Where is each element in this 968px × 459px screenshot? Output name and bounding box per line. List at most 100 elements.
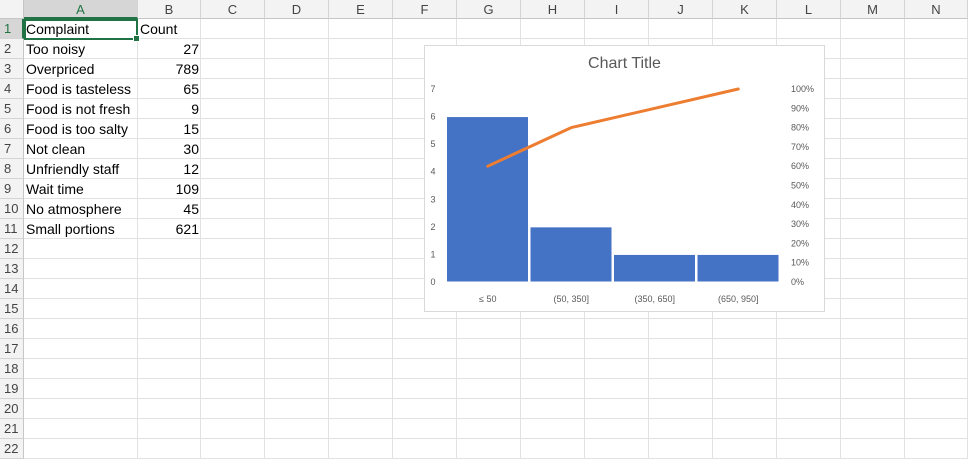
y-left-tick-label: 2 — [430, 222, 435, 232]
y-right-tick-label: 50% — [791, 181, 809, 191]
column-header-n[interactable]: N — [905, 0, 968, 19]
column-header-l[interactable]: L — [777, 0, 841, 19]
cell-complaint[interactable]: Wait time — [26, 181, 84, 197]
x-tick-label: (650, 950] — [718, 294, 759, 304]
histogram-bar[interactable] — [529, 226, 613, 283]
y-right-tick-label: 10% — [791, 258, 809, 268]
y-right-tick-label: 20% — [791, 238, 809, 248]
row-gridline — [24, 398, 968, 399]
row-header-8[interactable]: 8 — [0, 159, 24, 179]
row-gridline — [24, 418, 968, 419]
row-header-10[interactable]: 10 — [0, 199, 24, 219]
histogram-bar[interactable] — [446, 116, 529, 283]
y-left-tick-label: 5 — [430, 139, 435, 149]
row-header-21[interactable]: 21 — [0, 419, 24, 439]
column-header-f[interactable]: F — [393, 0, 457, 19]
cell-count[interactable]: 65 — [183, 81, 199, 97]
x-tick-label: (350, 650] — [634, 294, 675, 304]
cell-complaint[interactable]: Food is tasteless — [26, 81, 132, 97]
row-header-7[interactable]: 7 — [0, 139, 24, 159]
select-all-corner[interactable] — [0, 0, 24, 19]
y-right-tick-label: 60% — [791, 161, 809, 171]
row-header-19[interactable]: 19 — [0, 379, 24, 399]
y-left-tick-label: 6 — [430, 112, 435, 122]
row-header-13[interactable]: 13 — [0, 259, 24, 279]
cell-count[interactable]: 109 — [175, 181, 199, 197]
row-header-12[interactable]: 12 — [0, 239, 24, 259]
y-right-tick-label: 90% — [791, 103, 809, 113]
row-gridline — [24, 318, 968, 319]
row-header-20[interactable]: 20 — [0, 399, 24, 419]
cell-complaint[interactable]: Overpriced — [26, 61, 95, 77]
cell-count[interactable]: 30 — [183, 141, 199, 157]
row-gridline — [24, 438, 968, 439]
active-cell-border — [24, 19, 140, 42]
histogram-bar[interactable] — [696, 253, 780, 283]
cumulative-line[interactable] — [486, 87, 740, 168]
histogram-bar[interactable] — [613, 253, 696, 283]
y-left-tick-label: 0 — [430, 277, 435, 287]
cell-b1-count-header[interactable]: Count — [140, 21, 178, 37]
chart-plot: 012345670%10%20%30%40%50%60%70%80%90%100… — [430, 84, 814, 304]
x-tick-label: ≤ 50 — [479, 294, 496, 304]
column-header-m[interactable]: M — [841, 0, 905, 19]
x-tick-label: (50, 350] — [553, 294, 589, 304]
column-header-a[interactable]: A — [24, 0, 138, 19]
column-header-d[interactable]: D — [265, 0, 329, 19]
row-gridline — [24, 338, 968, 339]
column-header-j[interactable]: J — [649, 0, 713, 19]
row-header-4[interactable]: 4 — [0, 79, 24, 99]
y-right-tick-label: 70% — [791, 142, 809, 152]
y-right-tick-label: 80% — [791, 123, 809, 133]
row-header-22[interactable]: 22 — [0, 439, 24, 459]
y-right-tick-label: 40% — [791, 200, 809, 210]
row-header-11[interactable]: 11 — [0, 219, 24, 239]
y-right-tick-label: 30% — [791, 219, 809, 229]
row-header-15[interactable]: 15 — [0, 299, 24, 319]
row-header-14[interactable]: 14 — [0, 279, 24, 299]
cell-complaint[interactable]: Not clean — [26, 141, 86, 157]
column-header-h[interactable]: H — [521, 0, 585, 19]
cell-count[interactable]: 12 — [183, 161, 199, 177]
row-gridline — [24, 378, 968, 379]
cell-count[interactable]: 9 — [191, 101, 199, 117]
cell-count[interactable]: 789 — [175, 61, 199, 77]
column-header-b[interactable]: B — [138, 0, 201, 19]
column-header-g[interactable]: G — [457, 0, 521, 19]
chart-title[interactable]: Chart Title — [588, 55, 661, 72]
row-header-3[interactable]: 3 — [0, 59, 24, 79]
y-right-tick-label: 0% — [791, 277, 804, 287]
cell-complaint[interactable]: No atmosphere — [26, 201, 122, 217]
cell-count[interactable]: 45 — [183, 201, 199, 217]
cell-a1-complaint-header[interactable]: Complaint — [26, 21, 90, 37]
row-header-1[interactable]: 1 — [0, 19, 24, 39]
row-header-2[interactable]: 2 — [0, 39, 24, 59]
row-header-5[interactable]: 5 — [0, 99, 24, 119]
y-left-tick-label: 4 — [430, 167, 435, 177]
cell-complaint[interactable]: Too noisy — [26, 41, 86, 57]
row-header-9[interactable]: 9 — [0, 179, 24, 199]
column-header-c[interactable]: C — [201, 0, 265, 19]
cell-count[interactable]: 15 — [183, 121, 199, 137]
row-header-16[interactable]: 16 — [0, 319, 24, 339]
row-gridline — [24, 358, 968, 359]
y-left-tick-label: 1 — [430, 249, 435, 259]
row-header-18[interactable]: 18 — [0, 359, 24, 379]
pareto-chart[interactable]: Chart Title 0 1 2 3 4 5 6 7 0% 10% 20% 30% 40% 50% 60%… — [424, 45, 825, 312]
cell-count[interactable]: 621 — [175, 221, 199, 237]
column-header-k[interactable]: K — [713, 0, 777, 19]
cell-complaint[interactable]: Food is not fresh — [26, 101, 131, 117]
row-header-17[interactable]: 17 — [0, 339, 24, 359]
y-left-tick-label: 3 — [430, 194, 435, 204]
row-gridline — [24, 38, 968, 39]
column-header-e[interactable]: E — [329, 0, 393, 19]
y-right-tick-label: 100% — [791, 84, 814, 94]
row-header-6[interactable]: 6 — [0, 119, 24, 139]
cell-complaint[interactable]: Food is too salty — [26, 121, 128, 137]
cell-complaint[interactable]: Unfriendly staff — [26, 161, 120, 177]
cell-count[interactable]: 27 — [183, 41, 199, 57]
cell-complaint[interactable]: Small portions — [26, 221, 115, 237]
column-header-i[interactable]: I — [585, 0, 649, 19]
y-left-tick-label: 7 — [430, 84, 435, 94]
